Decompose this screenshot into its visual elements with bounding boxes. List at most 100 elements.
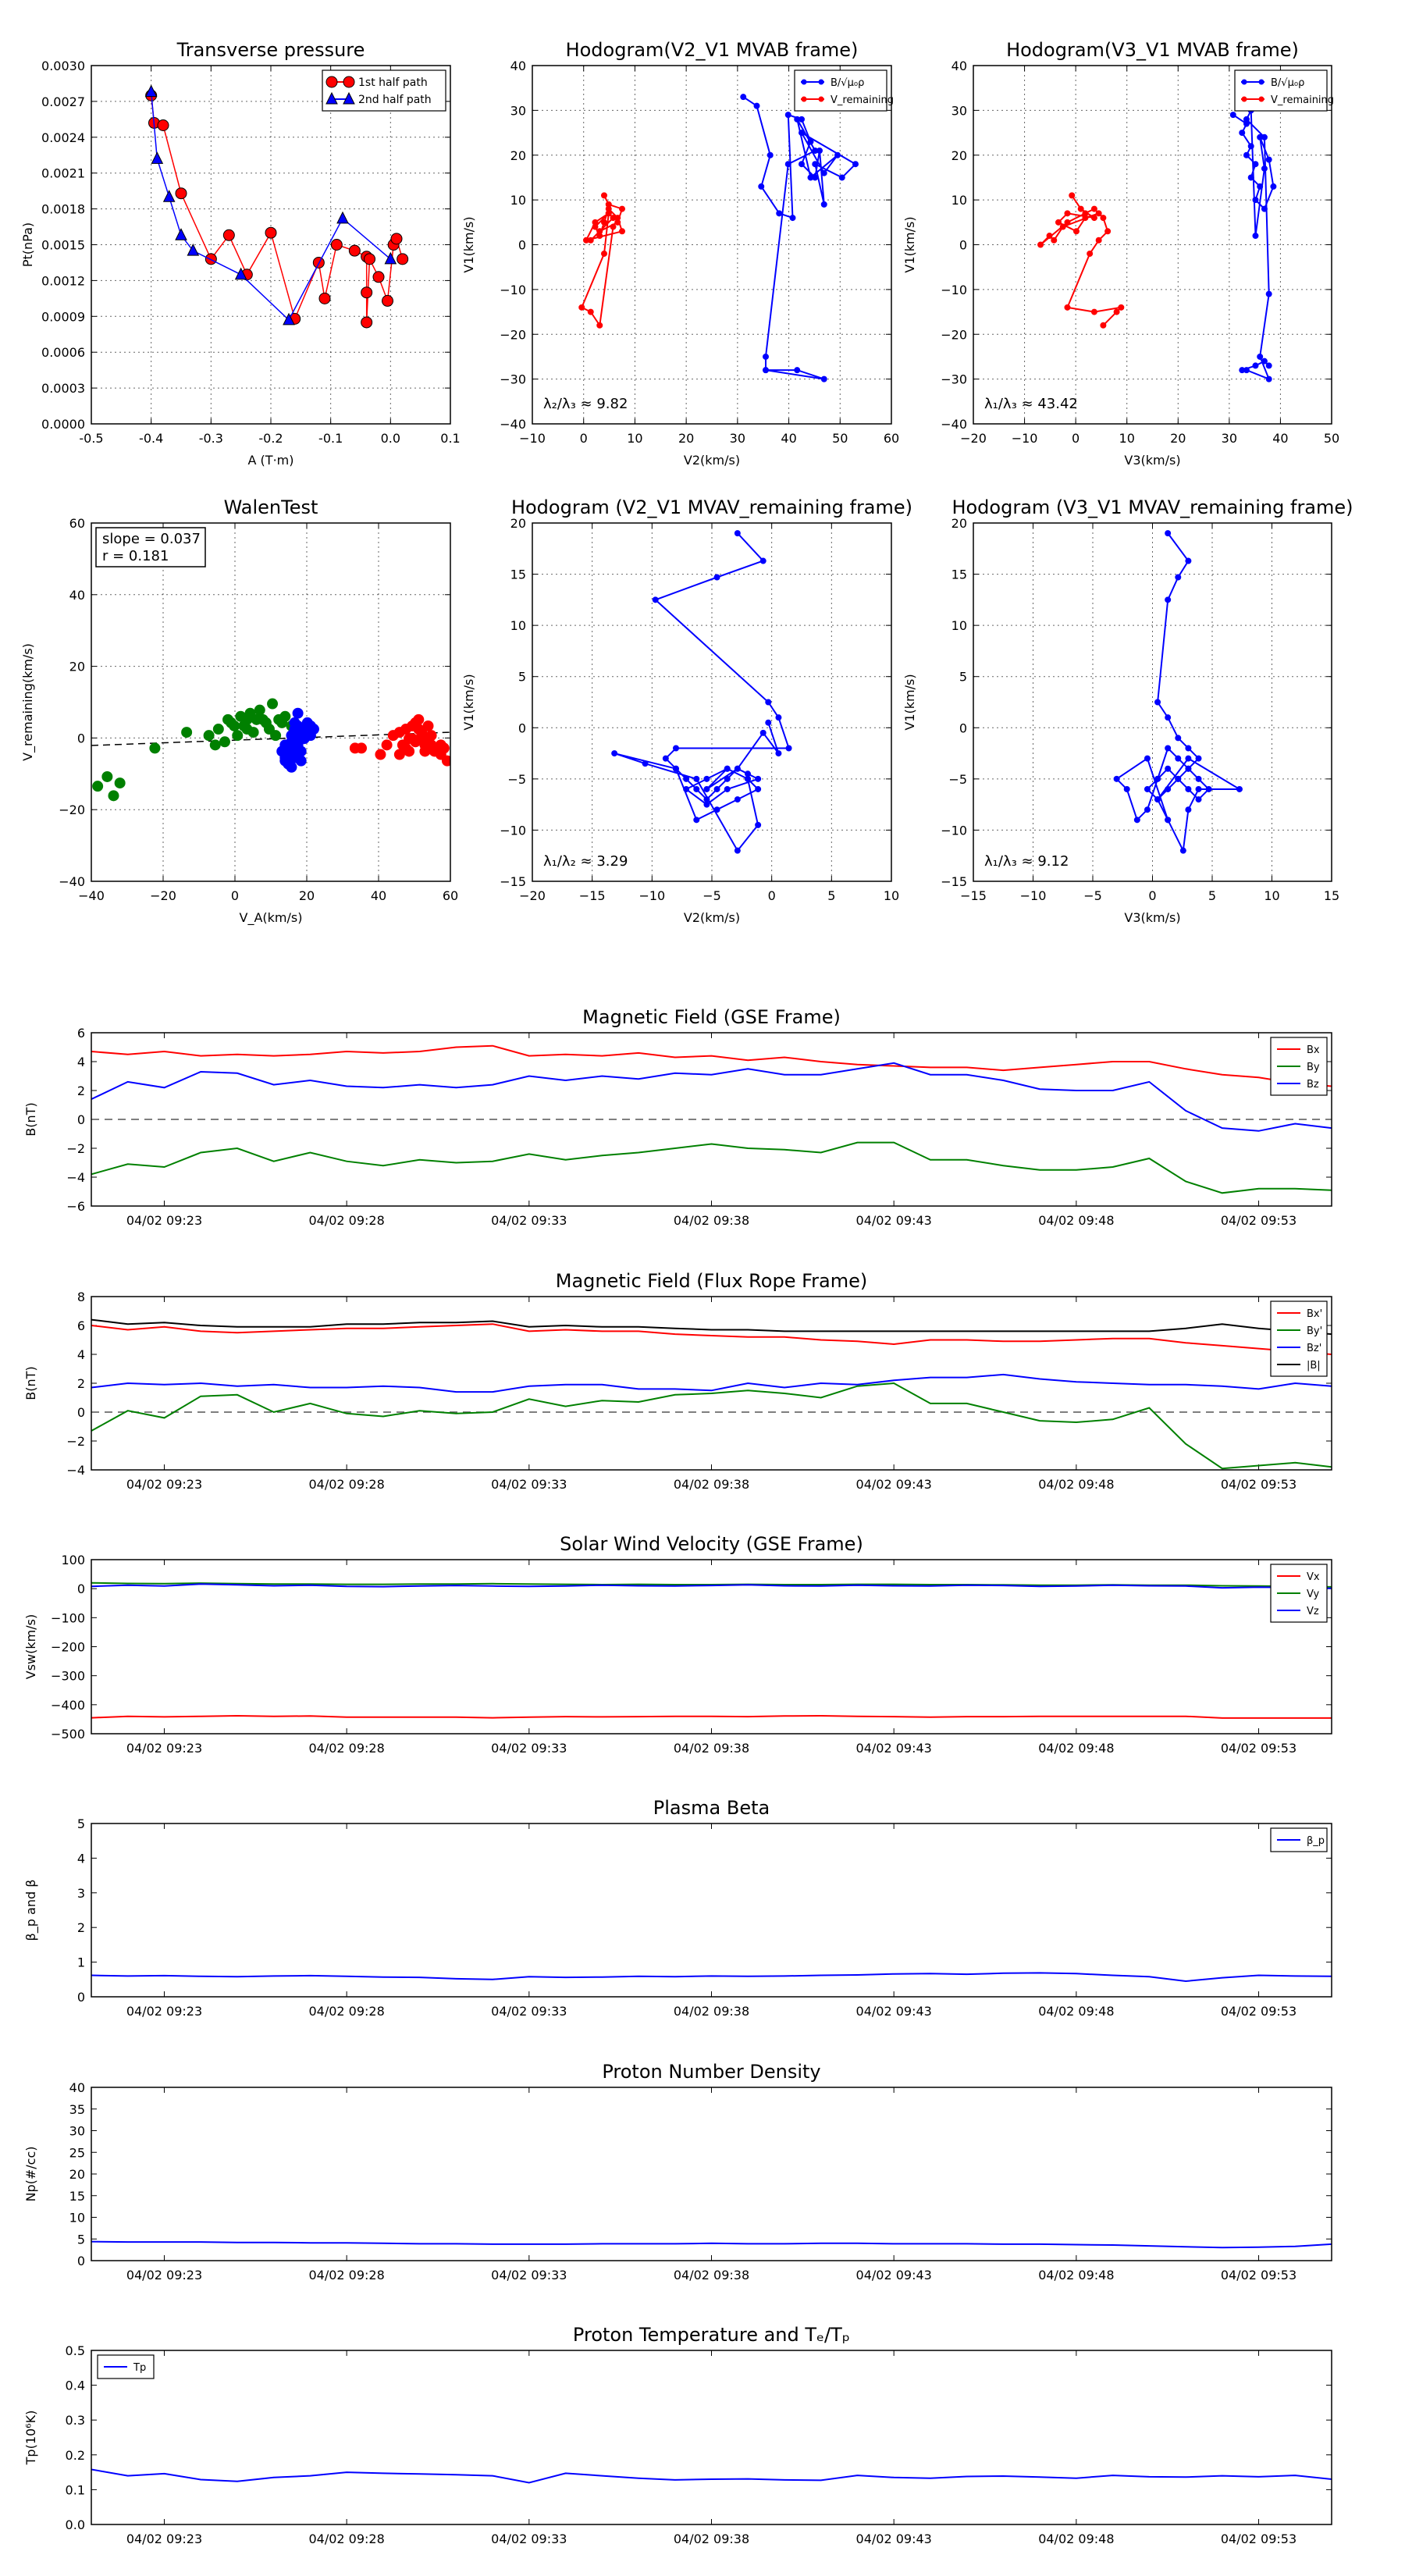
y-tick-label: 0.0003 bbox=[41, 381, 85, 396]
y-tick-label: 60 bbox=[69, 516, 85, 531]
series-line-β_p bbox=[91, 1972, 1332, 1983]
y-tick-label: −2 bbox=[66, 1434, 85, 1449]
legend: Tp bbox=[97, 2354, 155, 2379]
legend-marker bbox=[801, 79, 807, 85]
data-point bbox=[301, 717, 313, 728]
data-point bbox=[1243, 116, 1250, 123]
data-point bbox=[92, 781, 104, 792]
data-point bbox=[812, 161, 819, 168]
axes-frame bbox=[91, 2087, 1332, 2261]
plot-area bbox=[1113, 530, 1243, 854]
y-tick-label: 15 bbox=[69, 2189, 85, 2204]
data-point bbox=[596, 322, 603, 329]
x-tick-label: −5 bbox=[702, 888, 721, 903]
data-point bbox=[834, 151, 841, 158]
y-tick-label: 5 bbox=[77, 1816, 85, 1831]
plot-area bbox=[578, 94, 859, 382]
series-line-B/√μ₀ρ bbox=[1232, 109, 1275, 381]
data-point bbox=[1064, 304, 1071, 311]
annotation-text: λ₁/λ₃ ≈ 9.12 bbox=[984, 853, 1069, 870]
y-tick-label: −30 bbox=[500, 372, 526, 387]
data-point bbox=[175, 228, 187, 240]
legend-label: 2nd half path bbox=[358, 94, 432, 106]
x-tick-label: 0 bbox=[580, 431, 588, 446]
data-point bbox=[254, 704, 265, 716]
data-point bbox=[1265, 375, 1272, 382]
legend-label: B/√μ₀ρ bbox=[1271, 77, 1304, 89]
x-tick-label: 04/02 09:43 bbox=[856, 1213, 932, 1228]
plot-area bbox=[91, 1972, 1332, 1983]
data-point bbox=[784, 112, 791, 119]
data-point bbox=[642, 760, 649, 767]
data-point bbox=[1144, 755, 1151, 762]
data-point bbox=[673, 765, 679, 772]
data-point bbox=[785, 745, 792, 752]
x-tick-label: 04/02 09:48 bbox=[1038, 2268, 1114, 2282]
x-tick-label: 40 bbox=[1272, 431, 1288, 446]
panel-h4: −15 −10 −5 0 5 10 15 20 −15 −10 −5 0 5 10 15 Hodogram (… bbox=[902, 496, 1353, 925]
legend-label: Bx bbox=[1307, 1044, 1320, 1056]
data-point bbox=[1205, 785, 1212, 792]
data-point bbox=[601, 219, 607, 226]
y-tick-label: 0.0006 bbox=[41, 345, 85, 360]
y-tick-label: −6 bbox=[66, 1199, 85, 1214]
x-axis-label: V3(km/s) bbox=[1124, 453, 1180, 468]
data-point bbox=[375, 749, 386, 760]
axes-frame bbox=[973, 522, 1332, 882]
data-point bbox=[838, 174, 845, 181]
x-axis-label: V2(km/s) bbox=[684, 910, 740, 925]
panel-pt: 0.00000.00030.00060.00090.00120.00150.00… bbox=[20, 39, 461, 468]
data-point bbox=[1229, 112, 1236, 119]
y-tick-label: 0.0027 bbox=[41, 94, 85, 109]
data-point bbox=[759, 557, 767, 564]
data-point bbox=[775, 750, 782, 757]
data-point bbox=[812, 148, 819, 155]
y-tick-label: 40 bbox=[69, 588, 85, 603]
y-tick-label: 0.0018 bbox=[41, 202, 85, 217]
x-tick-label: 04/02 09:33 bbox=[491, 1477, 567, 1492]
data-point bbox=[1236, 785, 1243, 792]
data-point bbox=[753, 102, 760, 109]
data-point bbox=[330, 239, 343, 251]
x-tick-label: 04/02 09:23 bbox=[126, 1741, 202, 1756]
y-tick-label: −2 bbox=[66, 1141, 85, 1156]
y-tick-label: 0.0030 bbox=[41, 59, 85, 73]
data-point bbox=[703, 796, 710, 803]
data-point bbox=[820, 201, 827, 208]
x-tick-label: 04/02 09:28 bbox=[308, 2004, 384, 2019]
series-line-|B| bbox=[91, 1318, 1332, 1336]
series-line-0 bbox=[91, 2240, 1332, 2249]
x-axis-label: V_A(km/s) bbox=[240, 910, 303, 926]
x-tick-label: 0 bbox=[1148, 888, 1156, 903]
y-tick-label: 10 bbox=[510, 618, 526, 633]
panel-vsw: −500 −400 −300 −200 −100 0 100 04/02 09:23 04/02… bbox=[23, 1533, 1332, 1756]
data-point bbox=[755, 821, 762, 828]
y-tick-label: 0.0012 bbox=[41, 273, 85, 288]
data-point bbox=[693, 775, 700, 782]
axes-frame bbox=[91, 1032, 1332, 1207]
y-tick-label: 10 bbox=[510, 193, 526, 208]
data-point bbox=[601, 250, 607, 257]
y-tick-label: −40 bbox=[500, 417, 526, 432]
axes-frame bbox=[91, 1823, 1332, 1998]
data-point bbox=[187, 244, 200, 256]
y-tick-label: −4 bbox=[66, 1170, 85, 1185]
data-point bbox=[226, 717, 237, 728]
data-point bbox=[234, 267, 247, 280]
x-tick-label: 30 bbox=[1222, 431, 1237, 446]
y-tick-label: 0 bbox=[959, 238, 967, 253]
data-point bbox=[1118, 304, 1125, 311]
x-tick-label: 10 bbox=[627, 431, 642, 446]
y-tick-label: 8 bbox=[77, 1290, 85, 1304]
y-tick-label: −200 bbox=[51, 1640, 85, 1655]
y-tick-label: 25 bbox=[69, 2145, 85, 2160]
x-tick-label: 20 bbox=[299, 888, 315, 903]
data-point bbox=[1195, 775, 1202, 782]
y-tick-label: 0.4 bbox=[66, 2379, 85, 2393]
data-point bbox=[1185, 745, 1192, 752]
data-point bbox=[1090, 215, 1097, 222]
data-point bbox=[703, 775, 710, 782]
chart-title: WalenTest bbox=[224, 496, 318, 518]
